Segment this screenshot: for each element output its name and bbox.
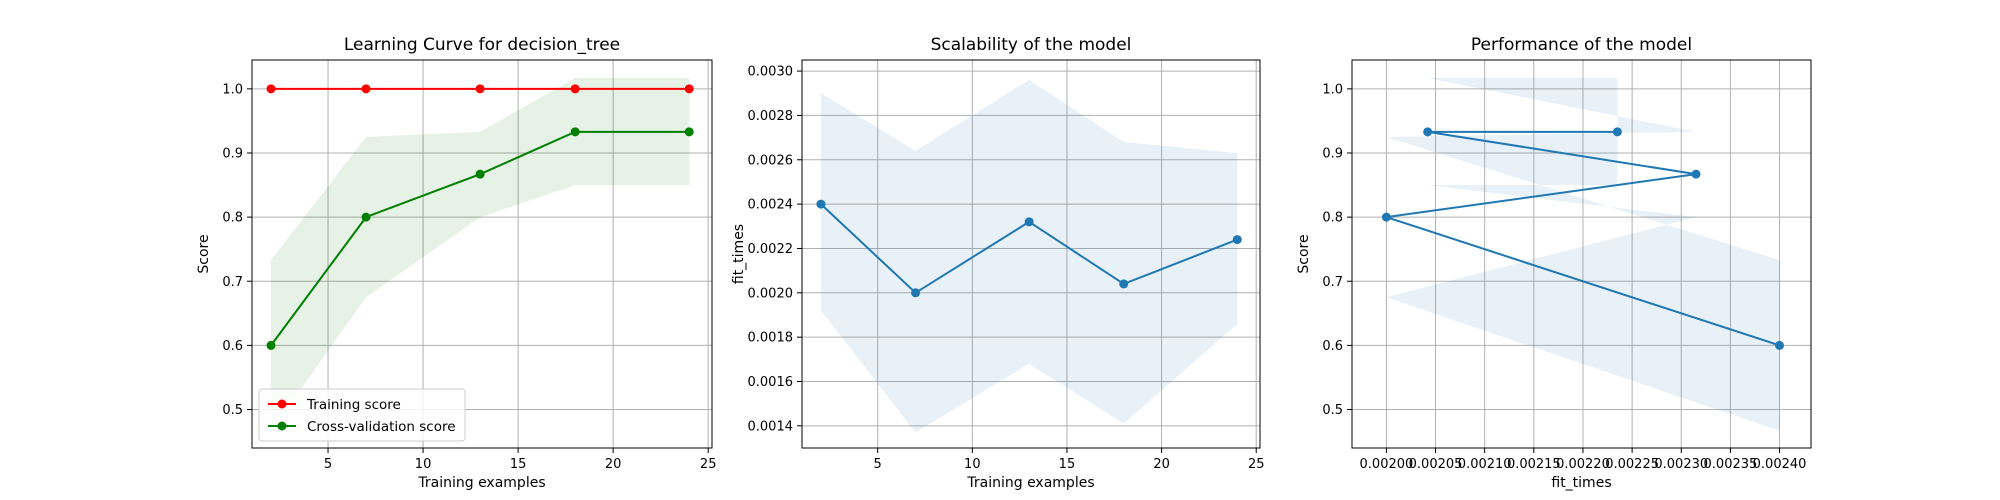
data-point: [1612, 127, 1622, 137]
y-tick-label: 0.0024: [748, 198, 794, 213]
y-tick-label: 0.5: [222, 403, 243, 418]
y-tick-label: 0.8: [222, 211, 243, 226]
y-tick-label: 0.6: [222, 339, 243, 354]
x-tick-label: 0.00235: [1704, 457, 1758, 472]
data-point: [816, 199, 826, 209]
y-tick-label: 1.0: [222, 82, 243, 97]
x-tick-label: 0.00220: [1556, 457, 1610, 472]
data-point: [1232, 235, 1242, 245]
x-tick-label: 10: [415, 457, 432, 472]
y-tick-label: 0.0022: [748, 242, 794, 257]
y-tick-label: 0.0026: [748, 153, 794, 168]
y-tick-label: 0.0030: [748, 65, 794, 80]
data-point: [570, 127, 580, 137]
legend-marker: [277, 421, 287, 431]
confidence-band: [820, 79, 1238, 433]
x-tick-label: 5: [874, 457, 882, 472]
axes-frame: [251, 59, 713, 449]
x-tick-label: 0.00210: [1458, 457, 1512, 472]
data-point: [911, 288, 921, 298]
x-tick-label: 25: [700, 457, 717, 472]
chart-2: 5 10 15 20 25 0.0014 0.0016 0.0018 0.0020 0.0022 0…: [731, 35, 1264, 491]
data-point: [475, 84, 485, 94]
y-tick-label: 0.5: [1322, 403, 1343, 418]
data-point: [1119, 279, 1129, 289]
y-tick-label: 0.8: [1322, 211, 1343, 226]
x-tick-label: 0.00205: [1409, 457, 1463, 472]
legend-marker: [277, 399, 287, 409]
data-point: [266, 84, 276, 94]
data-point: [475, 169, 485, 179]
y-axis-label: Score: [196, 234, 212, 273]
x-tick-label: 25: [1248, 457, 1265, 472]
data-point: [361, 84, 371, 94]
chart-3: 0.002000.002050.002100.002150.002200.002…: [1296, 35, 1812, 491]
data-point: [684, 84, 694, 94]
y-tick-label: 0.0020: [748, 286, 794, 301]
data-point: [570, 84, 580, 94]
x-axis-label: Training examples: [417, 475, 545, 491]
y-tick-label: 0.0018: [748, 331, 794, 346]
confidence-band: [271, 77, 690, 431]
x-tick-label: 15: [510, 457, 527, 472]
legend-box: [258, 388, 466, 442]
axes-frame: [1351, 59, 1812, 449]
legend-label: Training score: [306, 397, 401, 413]
x-tick-label: 0.00230: [1654, 457, 1708, 472]
chart-1: 5 10 15 20 25 0.5 0.6 0.7 0.8 0.9 1.0 Learning Curv…: [196, 35, 716, 491]
data-point: [266, 340, 276, 350]
axes-frame: [801, 59, 1261, 449]
chart-title: Performance of the model: [1471, 35, 1692, 55]
chart-title: Learning Curve for decision_tree: [344, 35, 620, 55]
x-tick-label: 10: [964, 457, 981, 472]
data-point: [1024, 217, 1034, 227]
x-tick-label: 0.00200: [1360, 457, 1414, 472]
data-point: [361, 212, 371, 222]
y-axis-label: Score: [1296, 234, 1312, 273]
y-tick-label: 0.9: [1322, 146, 1343, 161]
data-point: [1775, 340, 1785, 350]
y-tick-label: 0.7: [1322, 275, 1343, 290]
x-tick-label: 0.00240: [1753, 457, 1807, 472]
legend: Training score Cross-validation score: [258, 388, 466, 442]
y-tick-label: 0.7: [222, 275, 243, 290]
confidence-band: [1386, 77, 1780, 431]
y-tick-label: 0.0028: [748, 109, 794, 124]
y-tick-label: 0.0014: [748, 419, 794, 434]
y-tick-label: 0.6: [1322, 339, 1343, 354]
data-point: [1381, 212, 1391, 222]
x-axis-label: fit_times: [1551, 475, 1611, 491]
x-tick-label: 20: [1153, 457, 1170, 472]
x-tick-label: 5: [324, 457, 332, 472]
x-tick-label: 0.00215: [1507, 457, 1561, 472]
x-tick-label: 0.00225: [1605, 457, 1659, 472]
x-tick-label: 20: [605, 457, 622, 472]
y-tick-label: 0.0016: [748, 375, 794, 390]
data-point: [1691, 169, 1701, 179]
chart-title: Scalability of the model: [931, 35, 1132, 55]
data-point: [1423, 127, 1433, 137]
y-tick-label: 0.9: [222, 146, 243, 161]
x-axis-label: Training examples: [966, 475, 1094, 491]
y-tick-label: 1.0: [1322, 82, 1343, 97]
y-axis-label: fit_times: [731, 224, 747, 284]
data-point: [684, 127, 694, 137]
legend-label: Cross-validation score: [307, 419, 456, 435]
x-tick-label: 15: [1059, 457, 1076, 472]
